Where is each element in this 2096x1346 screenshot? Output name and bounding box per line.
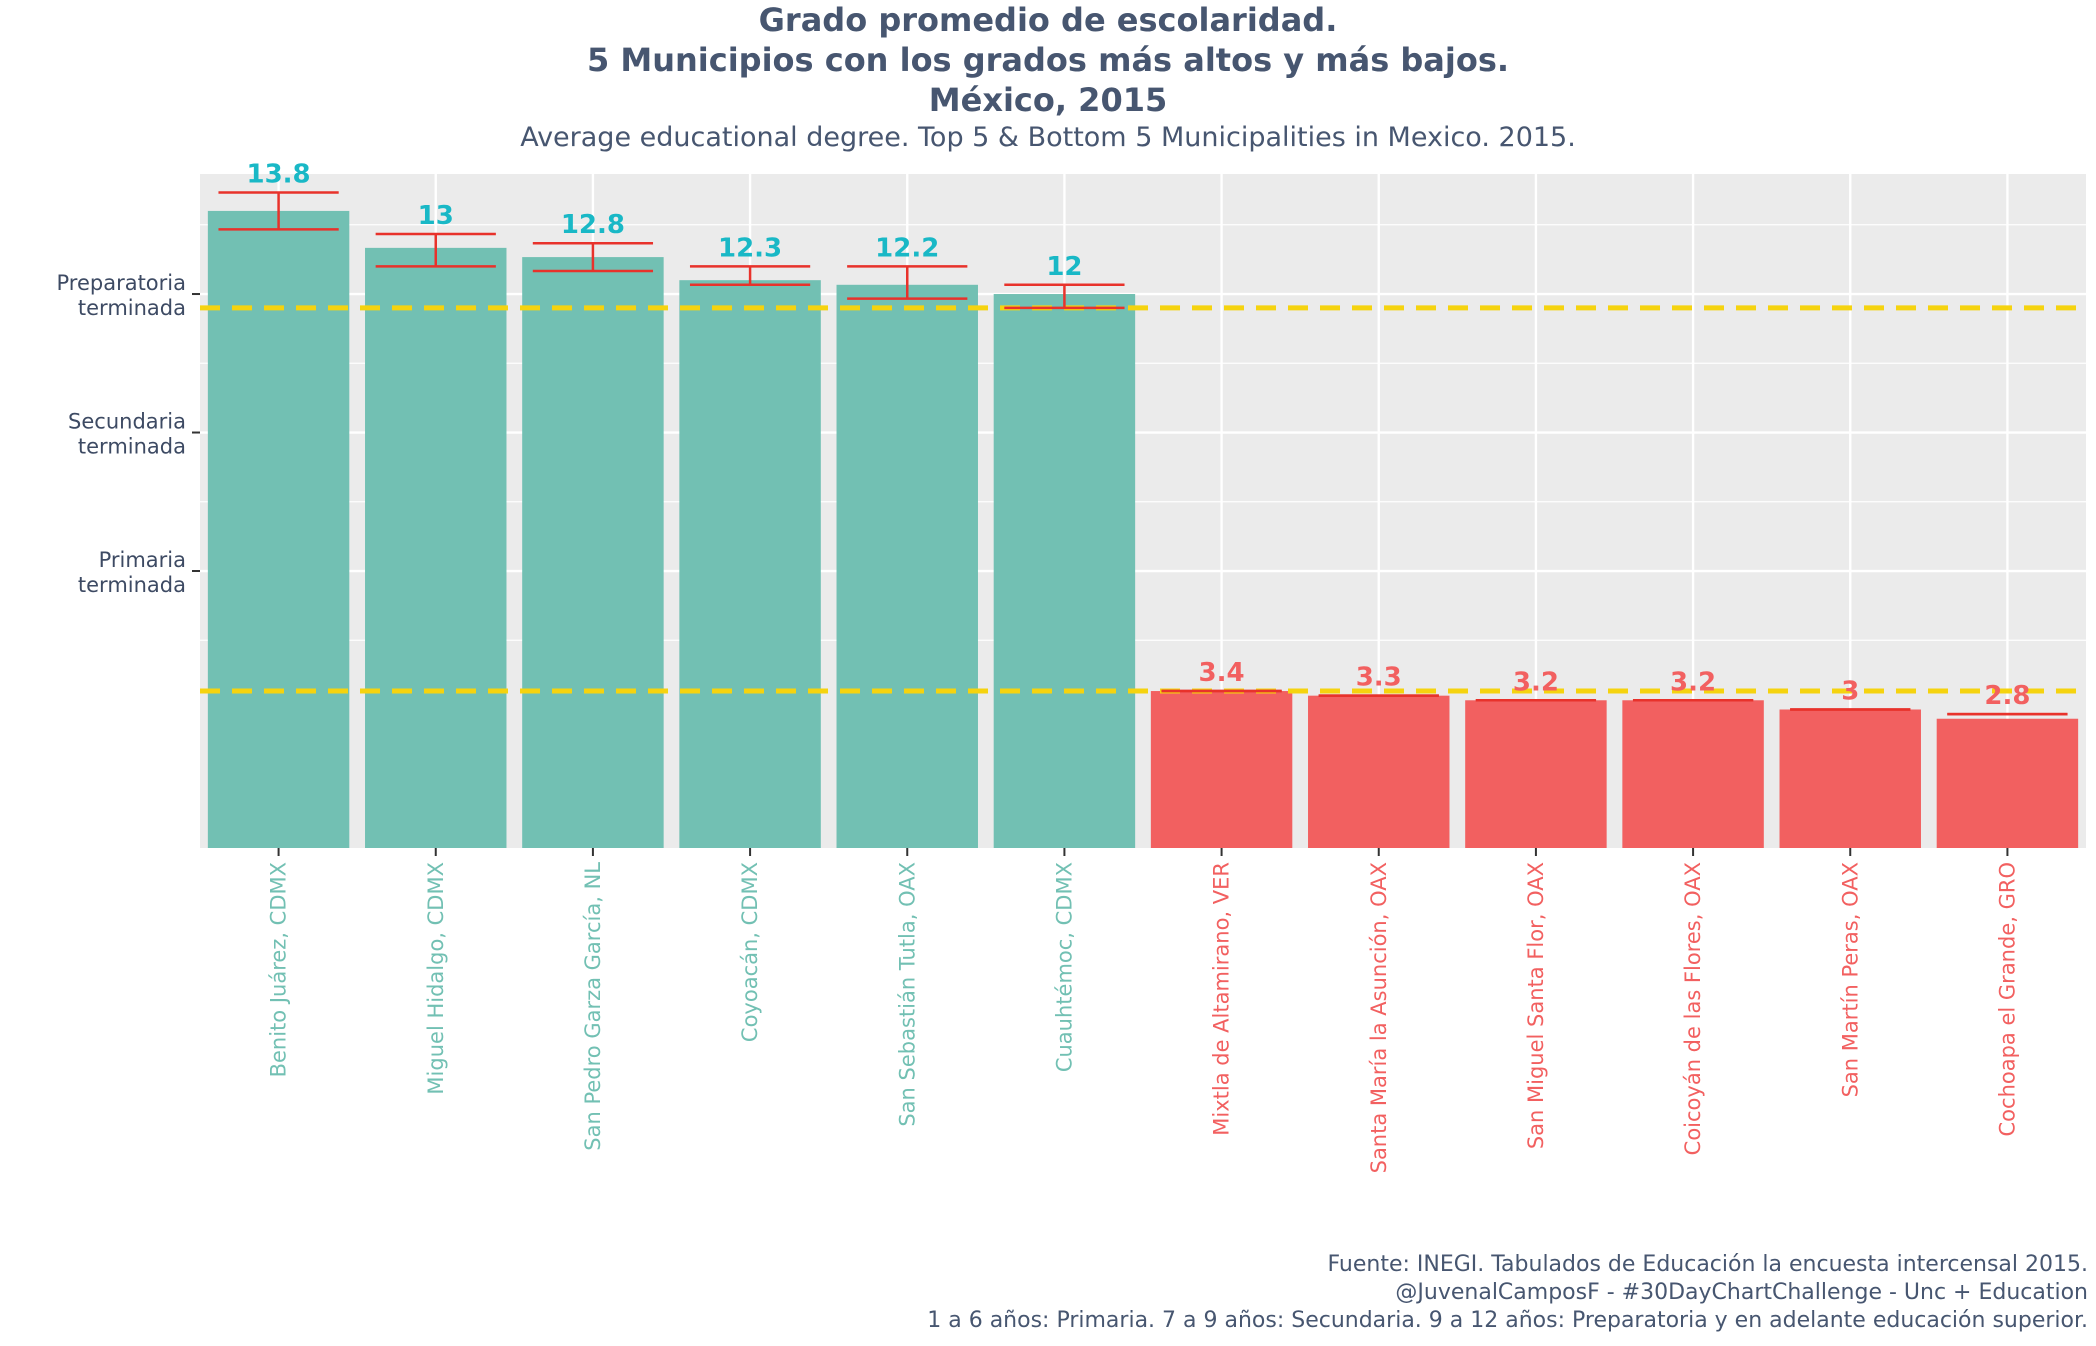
- bars: [207, 210, 2079, 848]
- reference-lines: [200, 305, 2086, 694]
- chart-title-line-2: 5 Municipios con los grados más altos y …: [586, 41, 1510, 79]
- plot-panel: [200, 174, 2086, 848]
- x-category-label: Benito Juárez, CDMX: [267, 862, 291, 1077]
- chart-title-line-1: Grado promedio de escolaridad.: [758, 1, 1338, 39]
- x-category-label: San Martín Peras, OAX: [1838, 862, 1862, 1097]
- x-category-label: Coicoyán de las Flores, OAX: [1681, 862, 1705, 1155]
- x-category-label: San Miguel Santa Flor, OAX: [1524, 862, 1548, 1149]
- bar: [679, 280, 821, 848]
- error-bar: [532, 241, 654, 273]
- y-tick-label-line-2: terminada: [78, 296, 186, 320]
- value-label: 3.3: [1356, 663, 1402, 693]
- caption-line-2: @JuvenalCamposF - #30DayChartChallenge -…: [1395, 1280, 2088, 1305]
- bar: [1622, 700, 1764, 848]
- x-category-label: Coyoacán, CDMX: [738, 862, 762, 1042]
- plot-panel-background: [200, 174, 2086, 848]
- bar: [522, 257, 664, 848]
- bar: [1308, 695, 1450, 848]
- caption-line-1: Fuente: INEGI. Tabulados de Educación la…: [1327, 1252, 2088, 1277]
- bar: [1150, 691, 1293, 848]
- y-tick-label-line-1: Secundaria: [68, 410, 186, 434]
- bar: [207, 210, 350, 848]
- bar: [993, 294, 1136, 848]
- value-label: 3.2: [1670, 667, 1716, 697]
- y-tick-label: Secundaria terminada: [68, 410, 186, 459]
- y-tick-label-line-2: terminada: [78, 435, 186, 459]
- value-label: 2.8: [1984, 681, 2030, 711]
- value-label: 13.8: [247, 159, 311, 189]
- y-tick-label-line-1: Primaria: [99, 548, 186, 572]
- value-label: 12.8: [561, 210, 625, 240]
- chart-subtitle: Average educational degree. Top 5 & Bott…: [520, 122, 1576, 153]
- value-label: 12: [1046, 252, 1082, 282]
- chart-caption: Fuente: INEGI. Tabulados de Educación la…: [927, 1251, 2088, 1335]
- value-labels: 13.8 13 12.8 12.3 12.2 12 3.4 3.3 3.2 3.2 3 2.8: [247, 159, 2031, 711]
- bar: [1936, 718, 2079, 848]
- x-category-label: San Sebastián Tutla, OAX: [895, 862, 919, 1127]
- chart-title-line-3: México, 2015: [928, 81, 1168, 119]
- value-label: 3.4: [1199, 658, 1245, 688]
- bar: [1465, 700, 1607, 848]
- y-tick-label: Preparatoria terminada: [56, 271, 186, 320]
- y-tick-label-line-2: terminada: [78, 573, 186, 597]
- value-label: 12.2: [875, 233, 939, 263]
- x-category-label: Miguel Hidalgo, CDMX: [424, 862, 448, 1095]
- error-bar: [689, 265, 811, 287]
- x-category-label: Santa María la Asunción, OAX: [1367, 862, 1391, 1173]
- y-tick-label: Primaria terminada: [78, 548, 186, 597]
- value-label: 3: [1841, 677, 1859, 707]
- y-tick-label-line-1: Preparatoria: [56, 271, 186, 295]
- error-bar: [847, 265, 968, 300]
- error-bars: [218, 191, 2068, 716]
- bar: [1779, 709, 1921, 848]
- x-category-label: Cuauhtémoc, CDMX: [1052, 862, 1076, 1072]
- x-category-label: San Pedro Garza García, NL: [581, 862, 605, 1151]
- x-category-label: Mixtla de Altamirano, VER: [1210, 862, 1234, 1136]
- value-label: 3.2: [1513, 667, 1559, 697]
- error-bar: [218, 191, 339, 231]
- caption-line-3: 1 a 6 años: Primaria. 7 a 9 años: Secund…: [927, 1308, 2088, 1333]
- x-axis: Benito Juárez, CDMX Miguel Hidalgo, CDMX S…: [267, 848, 2019, 1173]
- value-label: 13: [418, 201, 454, 231]
- bar: [365, 247, 507, 848]
- error-bar: [375, 232, 496, 268]
- x-category-label: Cochoapa el Grande, GRO: [1995, 862, 2019, 1136]
- bar: [836, 284, 978, 848]
- chart-title: Grado promedio de escolaridad. 5 Municip…: [0, 0, 2096, 120]
- value-label: 12.3: [718, 233, 782, 263]
- error-bar: [1004, 283, 1125, 310]
